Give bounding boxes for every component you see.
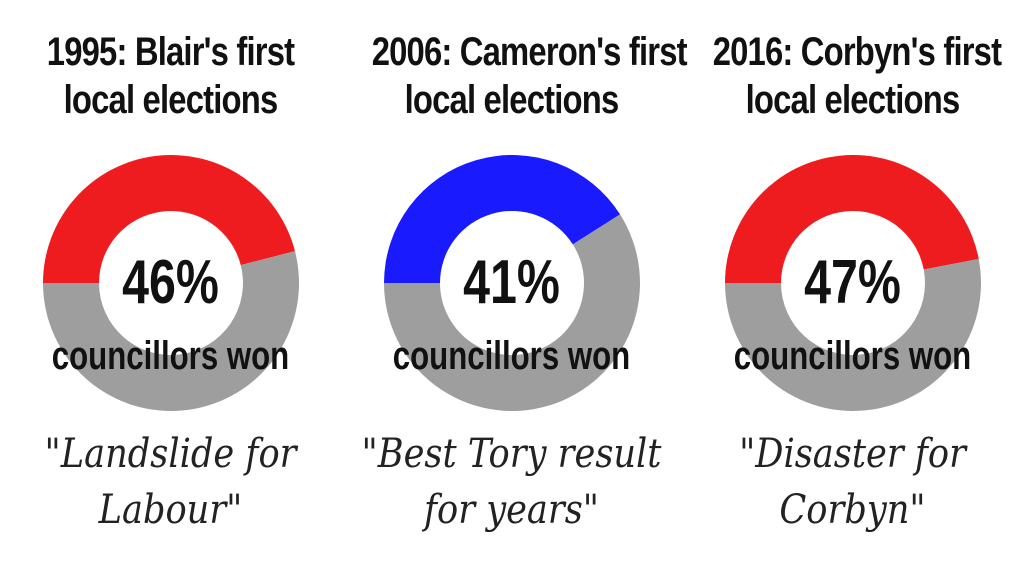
quote-line: "Best Tory result [361, 431, 662, 477]
chart-title-line: local elections [745, 78, 961, 122]
quote: "Best Tory result for years" [361, 426, 662, 538]
chart-title-line: 2016: Corbyn's first [712, 30, 1002, 74]
donut-slice-won [42, 155, 295, 283]
chart-title: 2006: Cameron's first local elections [371, 28, 688, 124]
percent-label: 41% [463, 248, 560, 317]
value-label: councillors won [51, 334, 290, 378]
chart-title-line: 2006: Cameron's first [371, 30, 688, 74]
chart-title-line: local elections [63, 78, 279, 122]
chart-title-line: 1995: Blair's first [46, 30, 295, 74]
chart-panel-corbyn: 2016: Corbyn's first local elections 47%… [682, 0, 1023, 574]
donut-slice-won [383, 155, 620, 283]
quote-line: Labour" [98, 487, 243, 533]
donut-chart [383, 155, 640, 411]
value-label: councillors won [733, 334, 972, 378]
quote-line: "Landslide for [44, 431, 297, 477]
value-label: councillors won [392, 334, 631, 378]
quote-line: for years" [423, 487, 600, 533]
quote-line: Corbyn" [779, 487, 926, 533]
donut-chart [724, 155, 981, 411]
donut-chart [42, 155, 299, 411]
quote: "Disaster for Corbyn" [702, 426, 1002, 538]
percent-label: 46% [122, 248, 219, 317]
chart-title: 2016: Corbyn's first local elections [712, 28, 1002, 124]
quote-line: "Disaster for [739, 431, 966, 477]
chart-panel-blair: 1995: Blair's first local elections 46% … [0, 0, 341, 574]
donut-slice-remaining [724, 259, 981, 411]
quote: "Landslide for Labour" [20, 426, 320, 538]
chart-title-line: local elections [404, 78, 620, 122]
chart-title: 1995: Blair's first local elections [31, 28, 311, 124]
donut-slice-remaining [383, 214, 640, 411]
percent-label: 47% [804, 248, 901, 317]
chart-panel-cameron: 2006: Cameron's first local elections 41… [341, 0, 688, 574]
donut-slice-remaining [42, 251, 299, 411]
donut-slice-won [724, 155, 979, 283]
